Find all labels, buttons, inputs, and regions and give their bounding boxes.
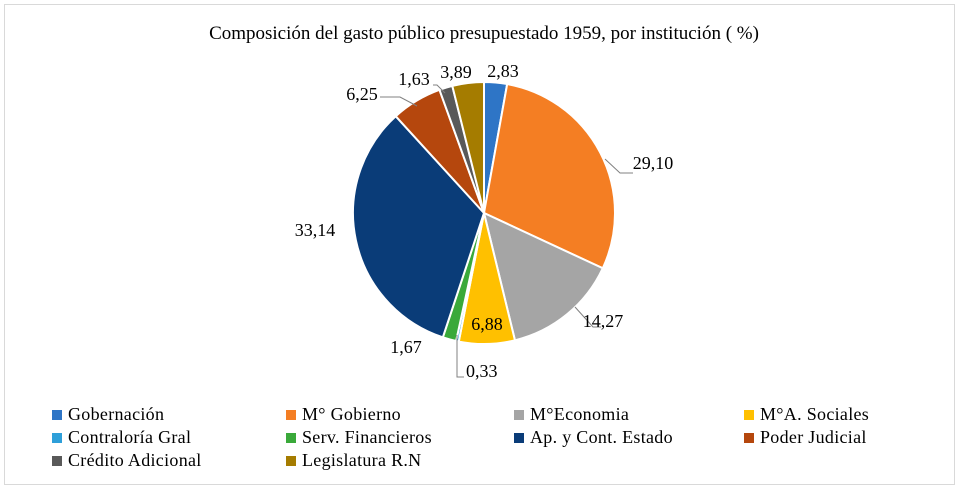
chart-area: Composición del gasto público presupuest… (4, 4, 955, 485)
legend-swatch (744, 410, 754, 420)
legend-label: Ap. y Cont. Estado (530, 427, 673, 447)
pie-slice-ap-y-cont-estado (352, 114, 486, 339)
legend-swatch (286, 433, 296, 443)
data-label-m-a-sociales: 6,88 (471, 314, 503, 334)
legend-item-m-economia: M°Economia (514, 404, 629, 424)
legend-item-poder-judicial: Poder Judicial (744, 427, 867, 447)
data-label-gobernacion: 2,83 (487, 61, 519, 81)
legend-swatch (286, 456, 296, 466)
data-label-serv-financieros: 1,67 (390, 337, 422, 357)
legend-swatch (514, 410, 524, 420)
pie-slice-m-economia (482, 211, 605, 342)
legend-item-serv-financieros: Serv. Financieros (286, 427, 432, 447)
leader-line-contraloria-gral (456, 335, 464, 378)
legend-label: M°A. Sociales (760, 404, 869, 424)
pie-chart: Composición del gasto público presupuest… (52, 23, 869, 470)
pie-slice-m-gobierno (482, 82, 616, 270)
legend-item-gobernacion: Gobernación (52, 404, 164, 424)
legend-swatch (52, 456, 62, 466)
legend-label: Gobernación (68, 404, 164, 424)
data-labels: 2,83 29,10 14,27 6,88 0,33 1,67 33,14 6,25 1,63 3… (295, 61, 674, 381)
legend-item-m-gobierno: M° Gobierno (286, 404, 401, 424)
legend-label: Poder Judicial (760, 427, 867, 447)
data-label-ap-y-cont-estado: 33,14 (295, 220, 336, 240)
data-label-contraloria-gral: 0,33 (466, 361, 498, 381)
legend-item-m-a-sociales: M°A. Sociales (744, 404, 869, 424)
leader-line-m-gobierno (604, 158, 633, 174)
legend-swatch (286, 410, 296, 420)
data-label-credito-adicional: 1,63 (398, 69, 430, 89)
data-label-m-gobierno: 29,10 (633, 153, 674, 173)
legend: Gobernación M° Gobierno M°Economia M°A. Soc… (52, 404, 869, 470)
data-label-poder-judicial: 6,25 (346, 84, 378, 104)
data-label-m-economia: 14,27 (583, 311, 624, 331)
legend-label: Crédito Adicional (68, 450, 202, 470)
pie-slices (352, 80, 616, 345)
legend-swatch (514, 433, 524, 443)
legend-label: Contraloría Gral (68, 427, 191, 447)
legend-swatch (52, 433, 62, 443)
legend-item-credito-adicional: Crédito Adicional (52, 450, 202, 470)
legend-swatch (52, 410, 62, 420)
legend-label: M°Economia (530, 404, 629, 424)
legend-item-legislatura-r-n: Legislatura R.N (286, 450, 421, 470)
data-label-legislatura-r-n: 3,89 (440, 62, 472, 82)
leader-line-poder-judicial (380, 96, 418, 107)
chart-title: Composición del gasto público presupuest… (209, 23, 759, 44)
legend-swatch (744, 433, 754, 443)
leader-line-m-economia (574, 306, 601, 328)
legend-label: Serv. Financieros (302, 427, 432, 447)
pie-slice-legislatura-r-n (451, 80, 485, 214)
legend-label: Legislatura R.N (302, 450, 421, 470)
legend-item-contraloria-gral: Contraloría Gral (52, 427, 191, 447)
legend-item-ap-y-cont-estado: Ap. y Cont. Estado (514, 427, 673, 447)
leader-line-credito-adicional (433, 84, 446, 94)
legend-label: M° Gobierno (302, 404, 401, 424)
leader-lines (380, 84, 633, 378)
